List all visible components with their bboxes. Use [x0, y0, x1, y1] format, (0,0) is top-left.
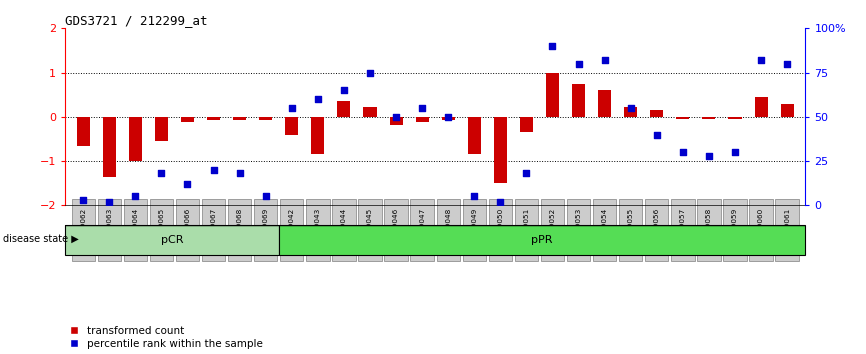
Point — [389, 114, 403, 120]
Bar — [390, 117, 403, 125]
Point — [520, 171, 533, 176]
Point — [207, 167, 221, 173]
Bar — [259, 117, 272, 120]
Legend: transformed count, percentile rank within the sample: transformed count, percentile rank withi… — [70, 326, 262, 349]
Point — [180, 181, 194, 187]
Bar — [311, 117, 325, 154]
Point — [285, 105, 299, 111]
Bar — [546, 73, 559, 117]
Point — [676, 149, 690, 155]
Bar — [572, 84, 585, 117]
Bar — [520, 117, 533, 132]
Bar — [780, 104, 793, 117]
Point — [311, 96, 325, 102]
Point — [650, 132, 663, 137]
Point — [572, 61, 585, 67]
Bar — [364, 107, 377, 117]
Point — [76, 197, 90, 203]
Bar — [598, 90, 611, 117]
Text: GDS3721 / 212299_at: GDS3721 / 212299_at — [65, 14, 208, 27]
Bar — [233, 117, 246, 120]
Point — [598, 57, 611, 63]
Point — [702, 153, 716, 159]
Bar — [103, 117, 116, 177]
Bar — [650, 110, 663, 117]
Point — [624, 105, 637, 111]
Point — [259, 194, 273, 199]
Bar — [702, 117, 715, 119]
Point — [754, 57, 768, 63]
Point — [494, 199, 507, 205]
Point — [154, 171, 168, 176]
Point — [363, 70, 377, 75]
Bar — [129, 117, 142, 161]
Bar — [468, 117, 481, 154]
Point — [546, 43, 559, 49]
Point — [128, 194, 142, 199]
Bar — [338, 101, 351, 117]
Bar — [207, 117, 220, 120]
Point — [415, 105, 429, 111]
Point — [780, 61, 794, 67]
Text: pCR: pCR — [160, 235, 183, 245]
Bar — [728, 117, 741, 119]
Point — [728, 149, 742, 155]
Text: disease state ▶: disease state ▶ — [3, 234, 79, 244]
Bar — [442, 117, 455, 120]
Point — [442, 114, 456, 120]
Point — [468, 194, 481, 199]
Bar — [416, 117, 429, 122]
Bar — [285, 117, 298, 136]
Point — [337, 87, 351, 93]
Bar — [279, 225, 805, 255]
Point — [233, 171, 247, 176]
Text: pPR: pPR — [532, 235, 553, 245]
Bar — [754, 97, 767, 117]
Bar — [676, 117, 689, 119]
Bar — [181, 117, 194, 122]
Point — [102, 199, 116, 205]
Bar — [494, 117, 507, 183]
Bar — [65, 225, 279, 255]
Bar — [155, 117, 168, 141]
Bar — [77, 117, 90, 145]
Bar — [624, 107, 637, 117]
